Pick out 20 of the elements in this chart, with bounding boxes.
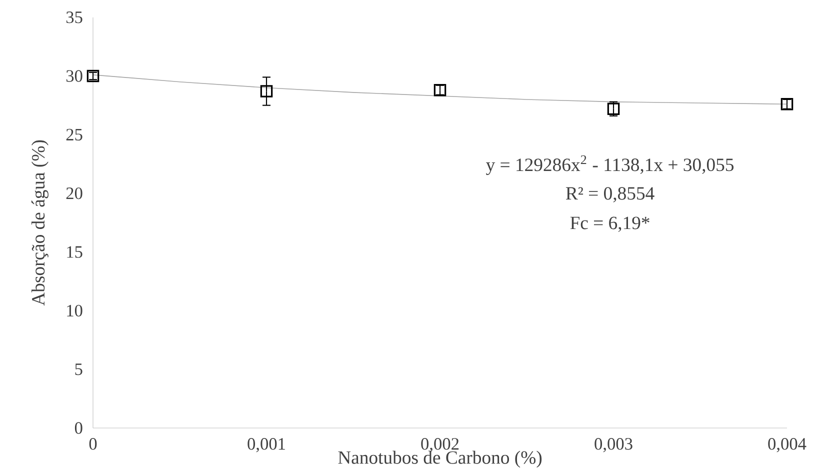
y-tick-label: 30 [66,70,82,82]
y-tick-label: 0 [74,422,82,434]
x-tick-label: 0,001 [248,438,285,452]
x-axis-title: Nanotubos de Carbono (%) [338,450,542,468]
x-tick-label: 0 [89,438,97,450]
y-tick-label: 5 [75,364,82,376]
point [260,85,273,98]
annotation: Fc = 6,19* [570,216,650,232]
x-tick-label: 0,002 [421,438,459,452]
annotation: R² = 0,8554 [566,187,654,202]
x-tick-label: 0,004 [768,438,806,452]
x-tick-label: 0,003 [594,438,632,452]
annotation: y = 129286x$^{2}$ - 1138,1x + 30,055 [486,155,734,176]
y-axis-title: Absorção de água (%) [31,140,48,306]
y-tick-label: 35 [66,12,82,24]
y-tick-label: 25 [66,128,82,140]
y-tick-label: 15 [67,246,82,258]
point [86,70,100,82]
y-tick-label: 10 [67,304,82,317]
y-tick-label: 20 [66,187,82,200]
